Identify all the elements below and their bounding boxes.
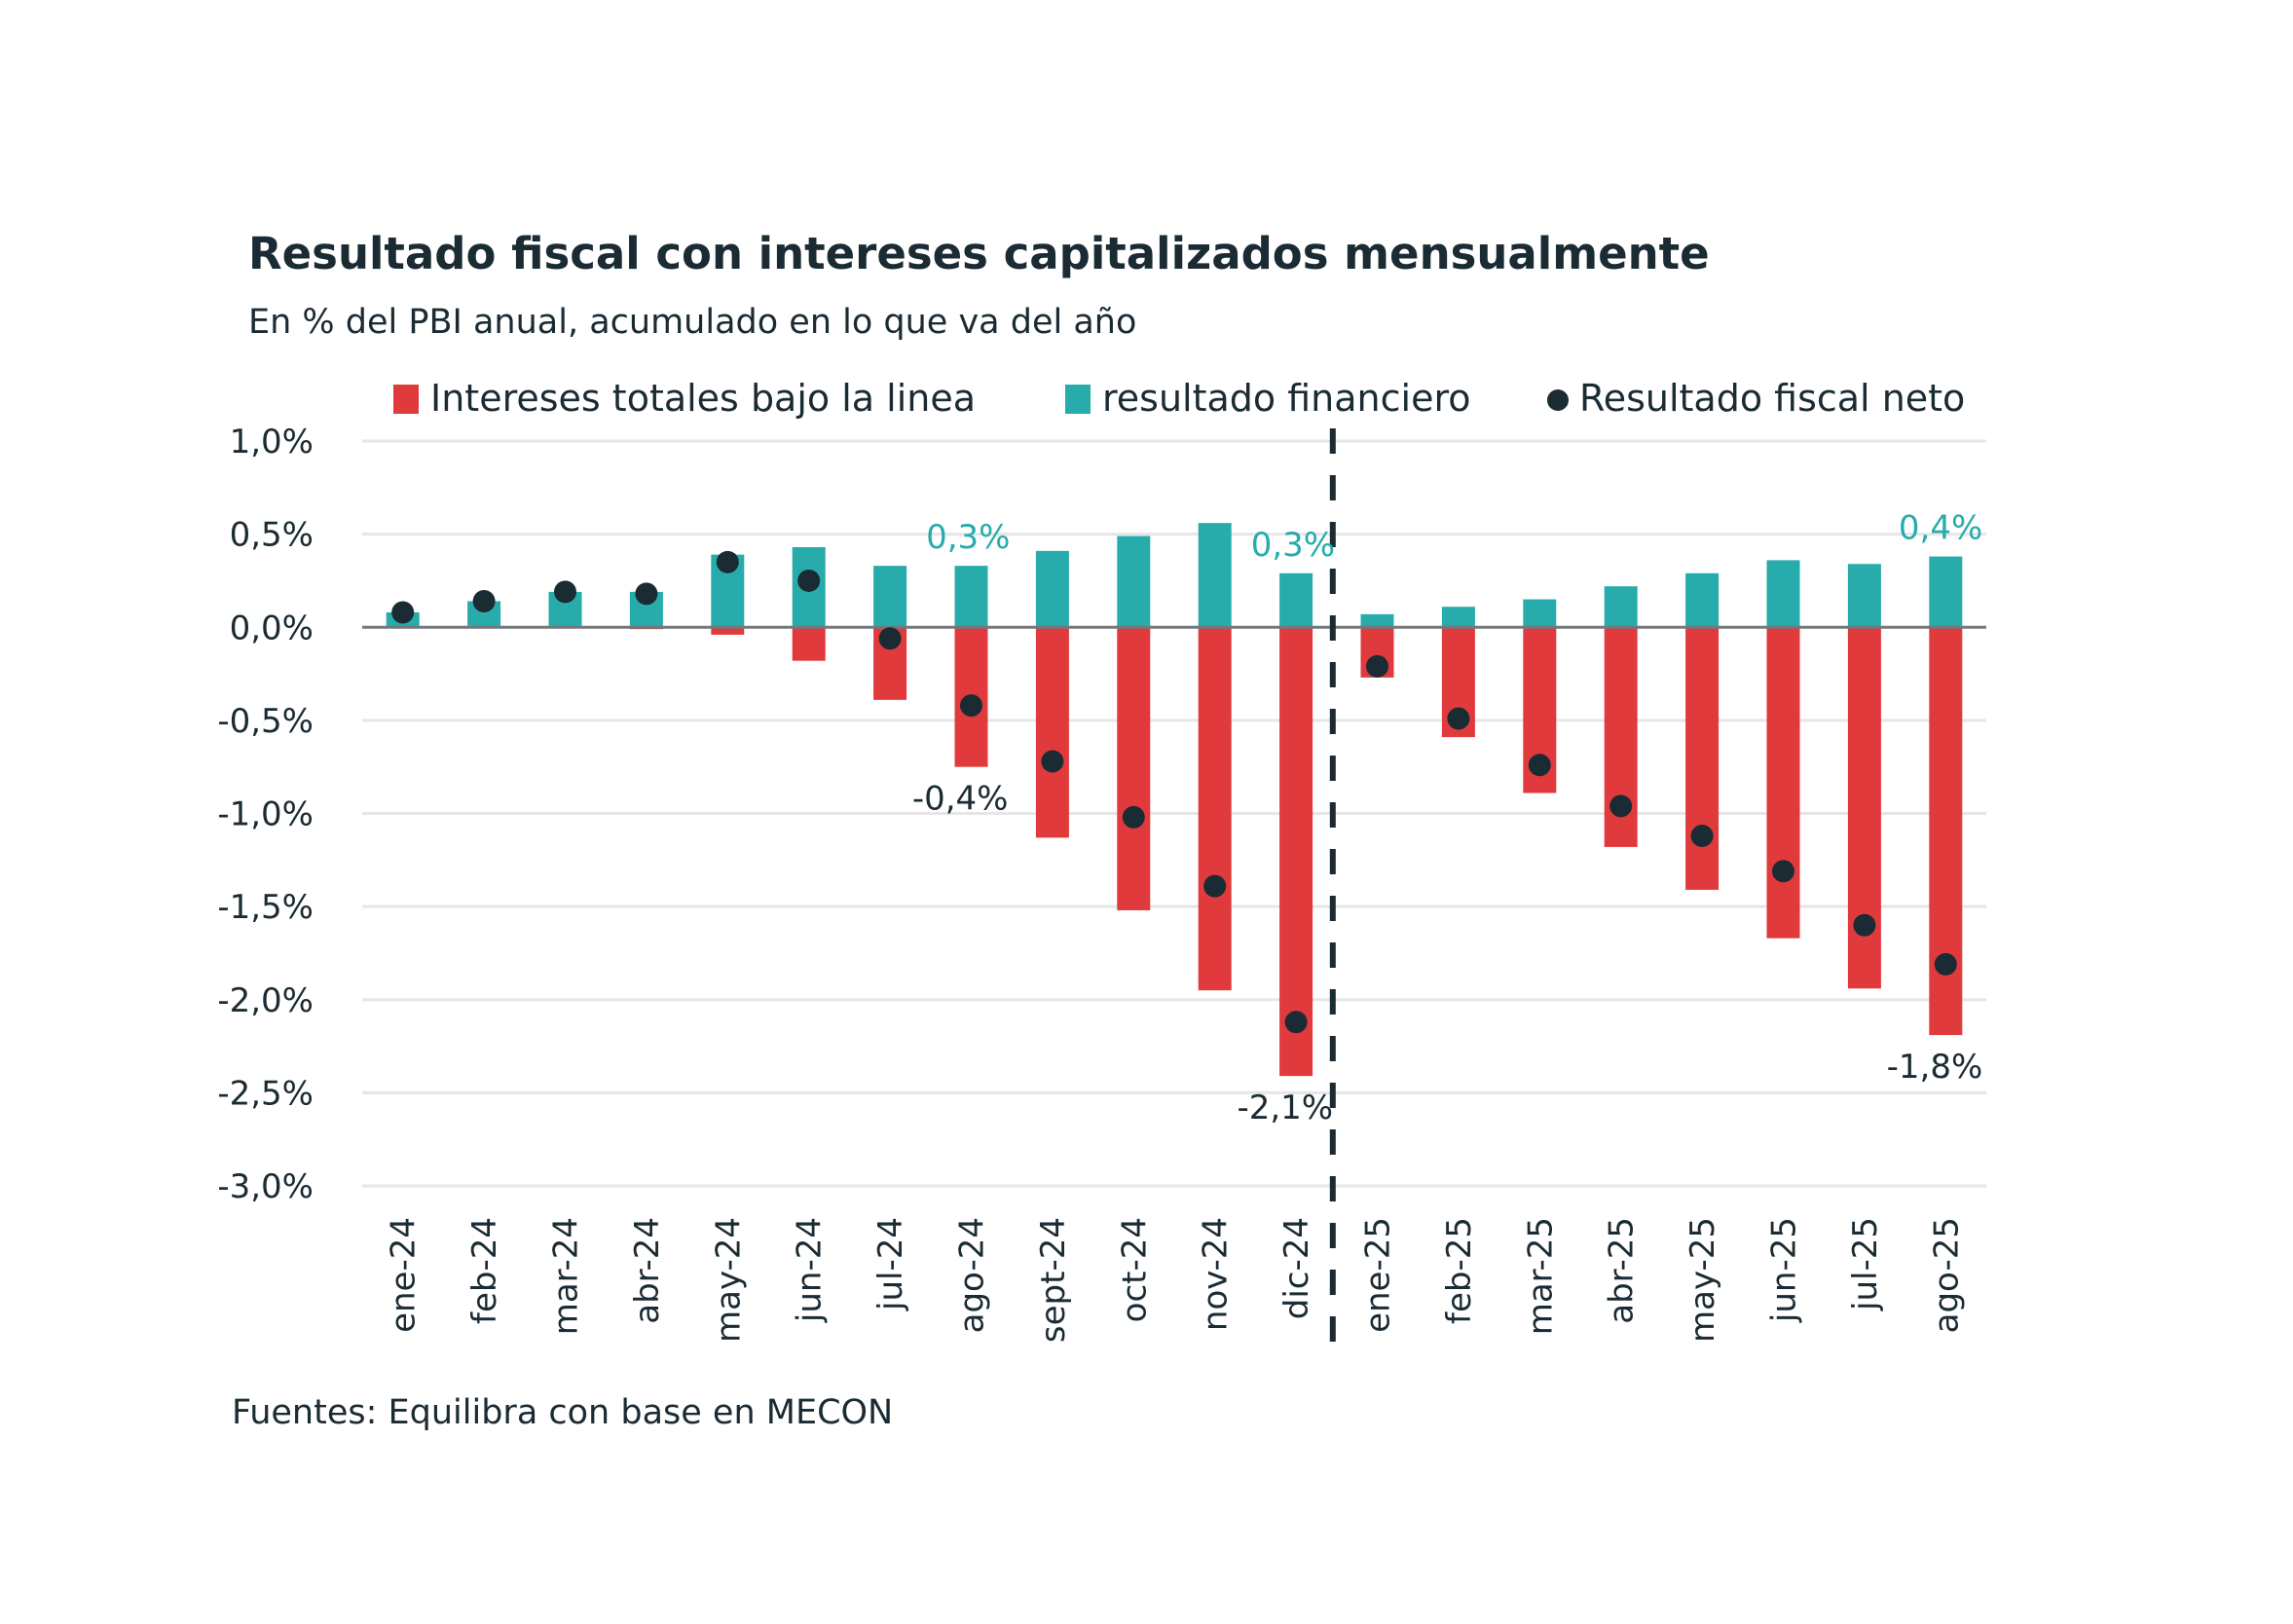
x-tick-label: ene-25: [1359, 1217, 1398, 1333]
gridlines: [362, 439, 1986, 1188]
bar-resultado-financiero-jul-25: [1847, 564, 1881, 628]
bar-resultado-financiero-may-25: [1685, 572, 1720, 628]
bar-intereses-totales-bajo-la-linea-nov-24: [1198, 627, 1232, 991]
point-ago-25: [1934, 952, 1957, 976]
point-nov-24: [1203, 874, 1227, 898]
y-tick-label: 0,5%: [230, 516, 314, 555]
x-tick-label: may-25: [1683, 1217, 1722, 1343]
x-axis: ene-24 feb-24 mar-24 abr-24 may-24 jun-24 jul-…: [385, 1217, 1967, 1343]
point-may-25: [1690, 824, 1714, 847]
point-may-24: [716, 550, 739, 573]
bar-resultado-financiero-ago-25: [1929, 556, 1963, 628]
bar-resultado-financiero-abr-25: [1604, 586, 1638, 628]
point-ene-24: [391, 601, 415, 624]
bar-resultado-financiero-nov-24: [1198, 523, 1232, 628]
point-mar-24: [554, 580, 576, 604]
x-tick-label: mar-24: [547, 1217, 586, 1335]
point-jun-25: [1772, 860, 1794, 883]
bar-intereses-totales-bajo-la-linea-oct-24: [1117, 627, 1151, 910]
y-tick-label: -0,5%: [217, 702, 314, 741]
x-tick-label: oct-24: [1115, 1217, 1154, 1322]
point-abr-25: [1609, 794, 1633, 818]
x-tick-label: may-24: [709, 1217, 748, 1343]
legend-swatch-intereses: [393, 385, 419, 414]
point-abr-24: [635, 582, 658, 606]
x-tick-label: feb-25: [1440, 1217, 1479, 1324]
net-result-points: [391, 550, 1957, 1034]
legend-label-intereses: Intereses totales bajo la linea: [430, 377, 976, 420]
x-tick-label: mar-25: [1521, 1217, 1560, 1335]
source-note: Fuentes: Equilibra con base en MECON: [232, 1393, 893, 1432]
x-tick-label: ago-25: [1927, 1217, 1966, 1333]
y-tick-label: -2,5%: [217, 1074, 314, 1113]
bars: [386, 523, 1963, 1077]
data-label-dic-24: 0,3%: [1251, 526, 1335, 565]
point-mar-25: [1528, 754, 1551, 777]
point-feb-25: [1447, 707, 1470, 730]
point-dic-24: [1284, 1011, 1308, 1034]
data-label-ago-25: 0,4%: [1899, 509, 1982, 548]
bar-intereses-totales-bajo-la-linea-sept-24: [1035, 627, 1069, 838]
bar-resultado-financiero-dic-24: [1279, 572, 1313, 628]
chart-title: Resultado fiscal con intereses capitaliz…: [248, 228, 1710, 279]
point-ene-25: [1366, 654, 1388, 678]
bar-resultado-financiero-ago-24: [954, 566, 988, 628]
y-tick-label: -1,5%: [217, 888, 314, 927]
x-tick-label: jul-25: [1846, 1217, 1885, 1311]
point-jul-25: [1853, 913, 1876, 937]
bar-resultado-financiero-sept-24: [1035, 550, 1069, 628]
point-ago-24: [960, 694, 982, 718]
bar-intereses-totales-bajo-la-linea-jun-25: [1766, 627, 1800, 939]
legend-swatch-resultado-financiero: [1065, 385, 1091, 414]
point-jul-24: [878, 627, 902, 650]
y-tick-label: 0,0%: [230, 609, 314, 647]
point-sept-24: [1041, 750, 1064, 773]
x-tick-label: ene-24: [385, 1217, 424, 1333]
bar-intereses-totales-bajo-la-linea-dic-24: [1279, 627, 1313, 1077]
data-label-dic-24: -2,1%: [1237, 1089, 1333, 1127]
x-tick-label: jun-24: [791, 1217, 830, 1323]
bar-resultado-financiero-jun-25: [1766, 560, 1800, 628]
point-feb-24: [472, 589, 496, 612]
x-tick-label: abr-25: [1603, 1217, 1642, 1324]
data-label-ago-25: -1,8%: [1887, 1048, 1983, 1087]
chart-subtitle: En % del PBI anual, acumulado en lo que …: [248, 303, 1136, 342]
data-labels: 0,3% -0,4% 0,3% -2,1% 0,4% -1,8%: [912, 509, 1982, 1128]
x-tick-label: sept-24: [1034, 1217, 1073, 1343]
bar-resultado-financiero-jul-24: [873, 566, 907, 628]
data-label-ago-24: 0,3%: [926, 518, 1010, 557]
y-tick-label: 1,0%: [230, 423, 314, 461]
x-tick-label: dic-24: [1277, 1217, 1316, 1319]
y-tick-label: -1,0%: [217, 795, 314, 834]
point-oct-24: [1122, 805, 1145, 829]
bar-intereses-totales-bajo-la-linea-may-25: [1685, 627, 1720, 890]
legend-label-resultado-fiscal-neto: Resultado fiscal neto: [1579, 377, 1965, 420]
y-tick-label: -3,0%: [217, 1167, 314, 1206]
x-tick-label: ago-24: [953, 1217, 992, 1333]
legend: Intereses totales bajo la linea resultad…: [393, 377, 1965, 420]
bar-intereses-totales-bajo-la-linea-jun-24: [792, 627, 826, 661]
bar-resultado-financiero-mar-25: [1523, 599, 1557, 628]
data-label-ago-24: -0,4%: [912, 780, 1009, 819]
legend-label-resultado-financiero: resultado financiero: [1102, 377, 1471, 420]
x-tick-label: abr-24: [628, 1217, 667, 1324]
bar-intereses-totales-bajo-la-linea-may-24: [711, 627, 745, 635]
y-tick-label: -2,0%: [217, 981, 314, 1020]
bar-resultado-financiero-oct-24: [1117, 535, 1151, 628]
point-jun-24: [797, 569, 821, 592]
bar-resultado-financiero-feb-25: [1441, 607, 1475, 628]
x-tick-label: jul-24: [871, 1217, 910, 1311]
y-axis: 1,0% 0,5% 0,0% -0,5% -1,0% -1,5% -2,0% -2,5% -3,…: [217, 423, 314, 1206]
x-tick-label: nov-24: [1197, 1217, 1236, 1331]
legend-marker-resultado-fiscal-neto: [1547, 389, 1569, 411]
x-tick-label: feb-24: [465, 1217, 504, 1324]
x-tick-label: jun-25: [1765, 1217, 1804, 1323]
bar-resultado-financiero-ene-25: [1360, 613, 1394, 628]
